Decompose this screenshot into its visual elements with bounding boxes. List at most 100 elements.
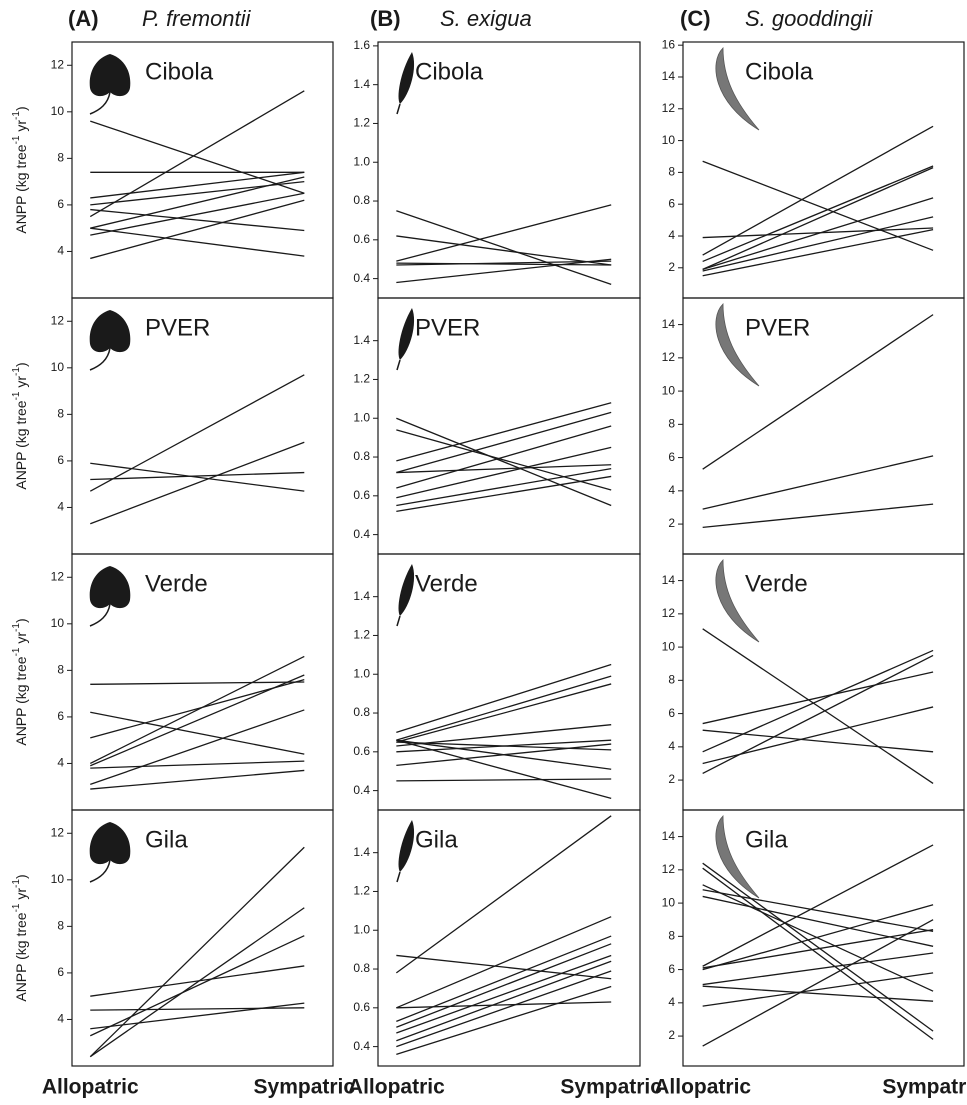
leaf bbox=[396, 52, 415, 115]
series-line bbox=[702, 862, 934, 1032]
panel-frame bbox=[71, 809, 334, 1067]
panel-frame bbox=[377, 809, 641, 1067]
leaf bbox=[396, 820, 415, 883]
species-name: S. exigua bbox=[440, 6, 532, 31]
y-tick-label: 12 bbox=[51, 313, 65, 327]
y-axis-label-part: ) bbox=[13, 874, 29, 879]
y-axis-label-part: -1 bbox=[11, 647, 22, 656]
y-tick-label: 6 bbox=[668, 450, 675, 464]
series-line bbox=[90, 462, 305, 492]
leaf-icon bbox=[715, 815, 760, 899]
series-line bbox=[396, 446, 612, 499]
series-line bbox=[396, 778, 612, 782]
y-tick-label: 0.4 bbox=[353, 527, 370, 541]
series-line bbox=[90, 1007, 305, 1011]
series-line bbox=[90, 769, 305, 790]
y-axis-label: ANPP (kg tree-1 yr-1) bbox=[11, 874, 29, 1001]
y-axis-label-part: -1 bbox=[11, 367, 22, 376]
leaf-stem bbox=[89, 603, 111, 627]
series-line bbox=[702, 227, 934, 239]
y-tick-label: 12 bbox=[51, 569, 65, 583]
y-tick-label: 12 bbox=[51, 57, 65, 71]
y-tick-label: 1.0 bbox=[353, 154, 370, 168]
y-tick-label: 12 bbox=[51, 825, 65, 839]
y-tick-label: 1.4 bbox=[353, 589, 370, 603]
series-line bbox=[396, 258, 612, 284]
y-axis-label-part: -1 bbox=[11, 879, 22, 888]
leaf-stem bbox=[396, 615, 401, 627]
series-line bbox=[89, 374, 305, 492]
y-axis-label-part: ANPP (kg tree bbox=[13, 656, 29, 745]
panel-letter: (A) bbox=[68, 6, 99, 31]
series-line bbox=[395, 815, 612, 974]
series-line bbox=[90, 711, 305, 755]
site-label: PVER bbox=[415, 314, 480, 341]
y-tick-label: 4 bbox=[57, 500, 64, 514]
series-line bbox=[702, 216, 934, 272]
y-tick-label: 2 bbox=[668, 260, 675, 274]
y-tick-label: 8 bbox=[57, 663, 64, 677]
y-tick-label: 10 bbox=[51, 616, 65, 630]
y-axis-label-part: ANPP (kg tree bbox=[13, 144, 29, 233]
species-name: P. fremontii bbox=[142, 6, 252, 31]
series-line bbox=[396, 262, 612, 266]
site-label: Verde bbox=[415, 570, 478, 597]
series-line bbox=[702, 867, 934, 1040]
y-tick-label: 2 bbox=[668, 1028, 675, 1042]
y-tick-label: 1.4 bbox=[353, 77, 370, 91]
series-line bbox=[89, 90, 305, 218]
series-line bbox=[396, 724, 612, 747]
y-tick-label: 0.8 bbox=[353, 449, 370, 463]
y-tick-label: 14 bbox=[662, 317, 676, 331]
leaf-icon bbox=[398, 564, 415, 616]
leaf bbox=[89, 310, 131, 371]
series-line bbox=[90, 199, 305, 260]
site-label: Gila bbox=[415, 826, 458, 853]
series-line bbox=[396, 425, 612, 489]
series-line bbox=[702, 889, 934, 932]
y-tick-label: 0.8 bbox=[353, 705, 370, 719]
series-line bbox=[396, 739, 612, 753]
series-line bbox=[396, 985, 612, 1055]
leaf-icon bbox=[89, 310, 131, 353]
series-line bbox=[396, 960, 612, 1042]
y-tick-label: 12 bbox=[662, 606, 676, 620]
panel-frame bbox=[682, 809, 965, 1067]
leaf-icon bbox=[398, 820, 415, 872]
series-line bbox=[702, 160, 934, 251]
series-line bbox=[90, 192, 305, 236]
series-line bbox=[702, 503, 934, 529]
series-line bbox=[702, 729, 934, 753]
y-tick-label: 1.4 bbox=[353, 845, 370, 859]
y-tick-label: 6 bbox=[668, 196, 675, 210]
y-tick-label: 8 bbox=[57, 919, 64, 933]
series-line bbox=[90, 965, 305, 997]
y-tick-label: 4 bbox=[668, 995, 675, 1009]
site-label: Cibola bbox=[745, 58, 814, 85]
series-line bbox=[396, 943, 612, 1028]
series-line bbox=[396, 210, 612, 286]
site-label: Cibola bbox=[145, 58, 214, 85]
leaf-icon bbox=[89, 566, 131, 609]
x-tick-label: Allopatric bbox=[348, 1076, 445, 1099]
y-tick-label: 10 bbox=[51, 104, 65, 118]
y-tick-label: 4 bbox=[57, 756, 64, 770]
series-line bbox=[702, 972, 934, 1007]
series-line bbox=[90, 681, 305, 685]
x-tick-label: Allopatric bbox=[654, 1076, 751, 1099]
series-line bbox=[702, 671, 934, 725]
series-line bbox=[702, 167, 934, 270]
y-tick-label: 0.4 bbox=[353, 271, 370, 285]
y-tick-label: 10 bbox=[662, 895, 676, 909]
x-tick-label: Allopatric bbox=[42, 1076, 139, 1099]
series-line bbox=[90, 227, 305, 257]
leaf-icon bbox=[715, 47, 760, 131]
series-line bbox=[702, 649, 934, 753]
y-tick-label: 6 bbox=[57, 197, 64, 211]
y-axis-label-part: -1 bbox=[11, 903, 22, 912]
series-line bbox=[702, 654, 934, 775]
series-line bbox=[89, 846, 305, 1058]
series-line bbox=[396, 417, 612, 507]
y-axis-label-part: -1 bbox=[11, 111, 22, 120]
series-line bbox=[396, 739, 612, 770]
